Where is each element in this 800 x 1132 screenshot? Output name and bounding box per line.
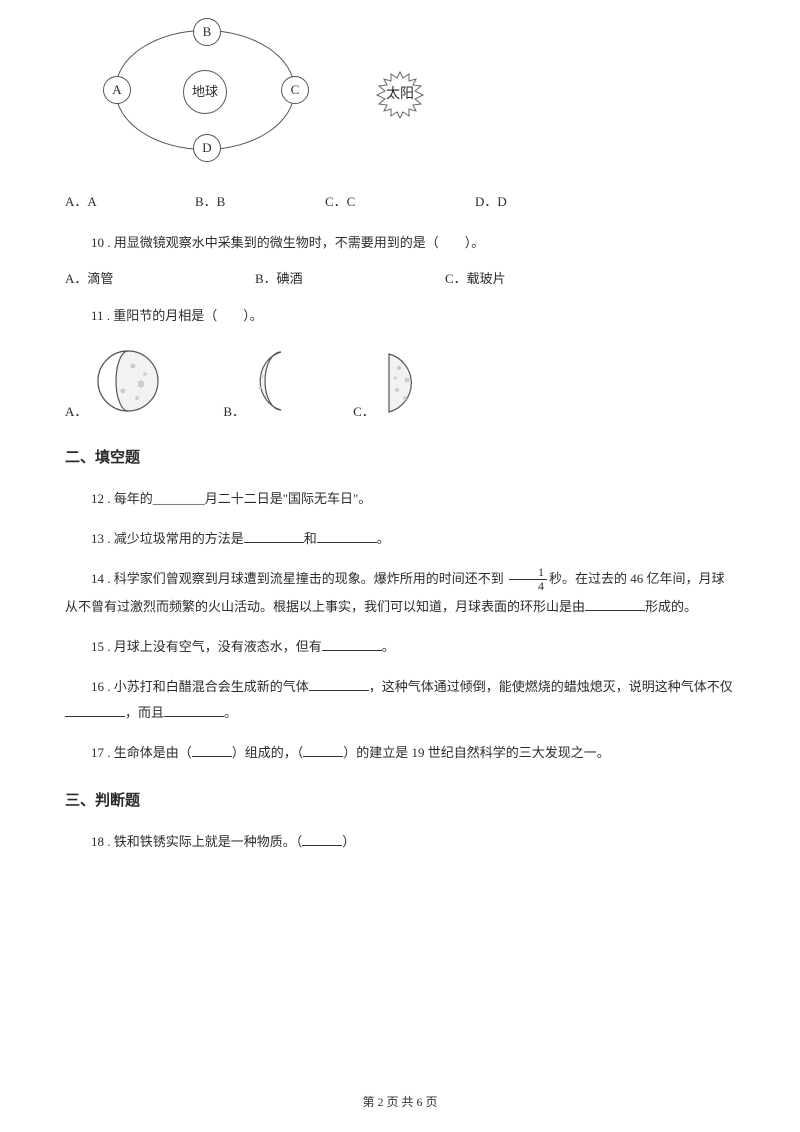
q10-opt-a: A．滴管 (65, 267, 255, 290)
orbit-diagram: 地球 B A C D (95, 20, 315, 170)
node-a: A (103, 76, 131, 104)
q9-opt-c: C．C (325, 190, 475, 213)
q15-post: 。 (382, 639, 395, 654)
node-b: B (193, 18, 221, 46)
q13-post: 。 (377, 531, 390, 546)
q16: 16 . 小苏打和白醋混合会生成新的气体 ，这种气体通过倾倒，能使燃烧的蜡烛熄灭，… (65, 674, 735, 726)
blank (302, 833, 342, 846)
q13-pre: 13 . 减少垃圾常用的方法是 (91, 531, 244, 546)
q14-post: 形成的。 (645, 599, 697, 614)
q10-options: A．滴管 B．碘酒 C．载玻片 (65, 267, 735, 290)
q9-opt-d: D．D (475, 190, 507, 213)
section-3-heading: 三、判断题 (65, 788, 735, 815)
q10-opt-c: C．载玻片 (445, 267, 506, 290)
q13: 13 . 减少垃圾常用的方法是 和 。 (65, 526, 735, 552)
blank (65, 704, 125, 717)
node-c-label: C (291, 78, 300, 101)
blank (317, 530, 377, 543)
q11-text: 11 . 重阳节的月相是（ ）。 (65, 304, 735, 327)
earth-node: 地球 (183, 70, 227, 114)
q9-opt-a: A．A (65, 190, 195, 213)
q11-options: A． B． (65, 346, 735, 423)
orbit-sun-diagram: 地球 B A C D 太阳 (65, 20, 735, 170)
frac-num: 1 (509, 566, 547, 580)
q16-mid2: ，而且 (125, 705, 164, 720)
node-c: C (281, 76, 309, 104)
q10-text: 10 . 用显微镜观察水中采集到的微生物时，不需要用到的是（ ）。 (65, 231, 735, 254)
q17-mid: ）组成的，（ (232, 745, 304, 760)
node-d: D (193, 134, 221, 162)
q11-label-a: A． (65, 400, 87, 423)
node-b-label: B (203, 20, 212, 43)
q11-opt-c: C． (353, 350, 423, 423)
q11-opt-b: B． (223, 346, 293, 423)
sun-icon: 太阳 (375, 70, 425, 120)
node-a-label: A (112, 78, 121, 101)
q10-opt-b: B．碘酒 (255, 267, 445, 290)
q9-options: A．A B．B C．C D．D (65, 190, 735, 213)
q11-label-b: B． (223, 400, 245, 423)
blank (309, 678, 369, 691)
moon-half-icon (381, 350, 423, 423)
node-d-label: D (202, 136, 211, 159)
q16-post: 。 (224, 705, 237, 720)
sun-label: 太阳 (386, 82, 414, 107)
q15: 15 . 月球上没有空气，没有液态水，但有 。 (65, 634, 735, 660)
blank (192, 744, 232, 757)
blank (164, 704, 224, 717)
frac-den: 4 (509, 580, 547, 593)
q11-label-c: C． (353, 400, 375, 423)
q18: 18 . 铁和铁锈实际上就是一种物质。（ ） (65, 829, 735, 855)
blank (585, 598, 645, 611)
q18-post: ） (342, 834, 355, 849)
q13-mid: 和 (304, 531, 317, 546)
q14-pre: 14 . 科学家们曾观察到月球遭到流星撞击的现象。爆炸所用的时间还不到 (91, 571, 507, 586)
q16-pre: 16 . 小苏打和白醋混合会生成新的气体 (91, 679, 309, 694)
moon-crescent-icon (251, 346, 293, 423)
fraction-icon: 14 (509, 566, 547, 593)
blank (244, 530, 304, 543)
q17-post: ）的建立是 19 世纪自然科学的三大发现之一。 (343, 745, 610, 760)
q12: 12 . 每年的________月二十二日是"国际无车日"。 (65, 486, 735, 512)
q16-mid1: ，这种气体通过倾倒，能使燃烧的蜡烛熄灭，说明这种气体不仅 (369, 679, 733, 694)
blank (303, 744, 343, 757)
blank (322, 638, 382, 651)
q11-opt-a: A． (65, 346, 163, 423)
earth-label: 地球 (192, 80, 218, 103)
q14: 14 . 科学家们曾观察到月球遭到流星撞击的现象。爆炸所用的时间还不到 14秒。… (65, 566, 735, 620)
q17: 17 . 生命体是由（ ）组成的，（ ）的建立是 19 世纪自然科学的三大发现之一。 (65, 740, 735, 766)
page-footer: 第 2 页 共 6 页 (0, 1092, 800, 1114)
q15-pre: 15 . 月球上没有空气，没有液态水，但有 (91, 639, 322, 654)
q17-pre: 17 . 生命体是由（ (91, 745, 192, 760)
moon-gibbous-icon (93, 346, 163, 423)
q9-opt-b: B．B (195, 190, 325, 213)
q18-pre: 18 . 铁和铁锈实际上就是一种物质。（ (91, 834, 302, 849)
section-2-heading: 二、填空题 (65, 445, 735, 472)
